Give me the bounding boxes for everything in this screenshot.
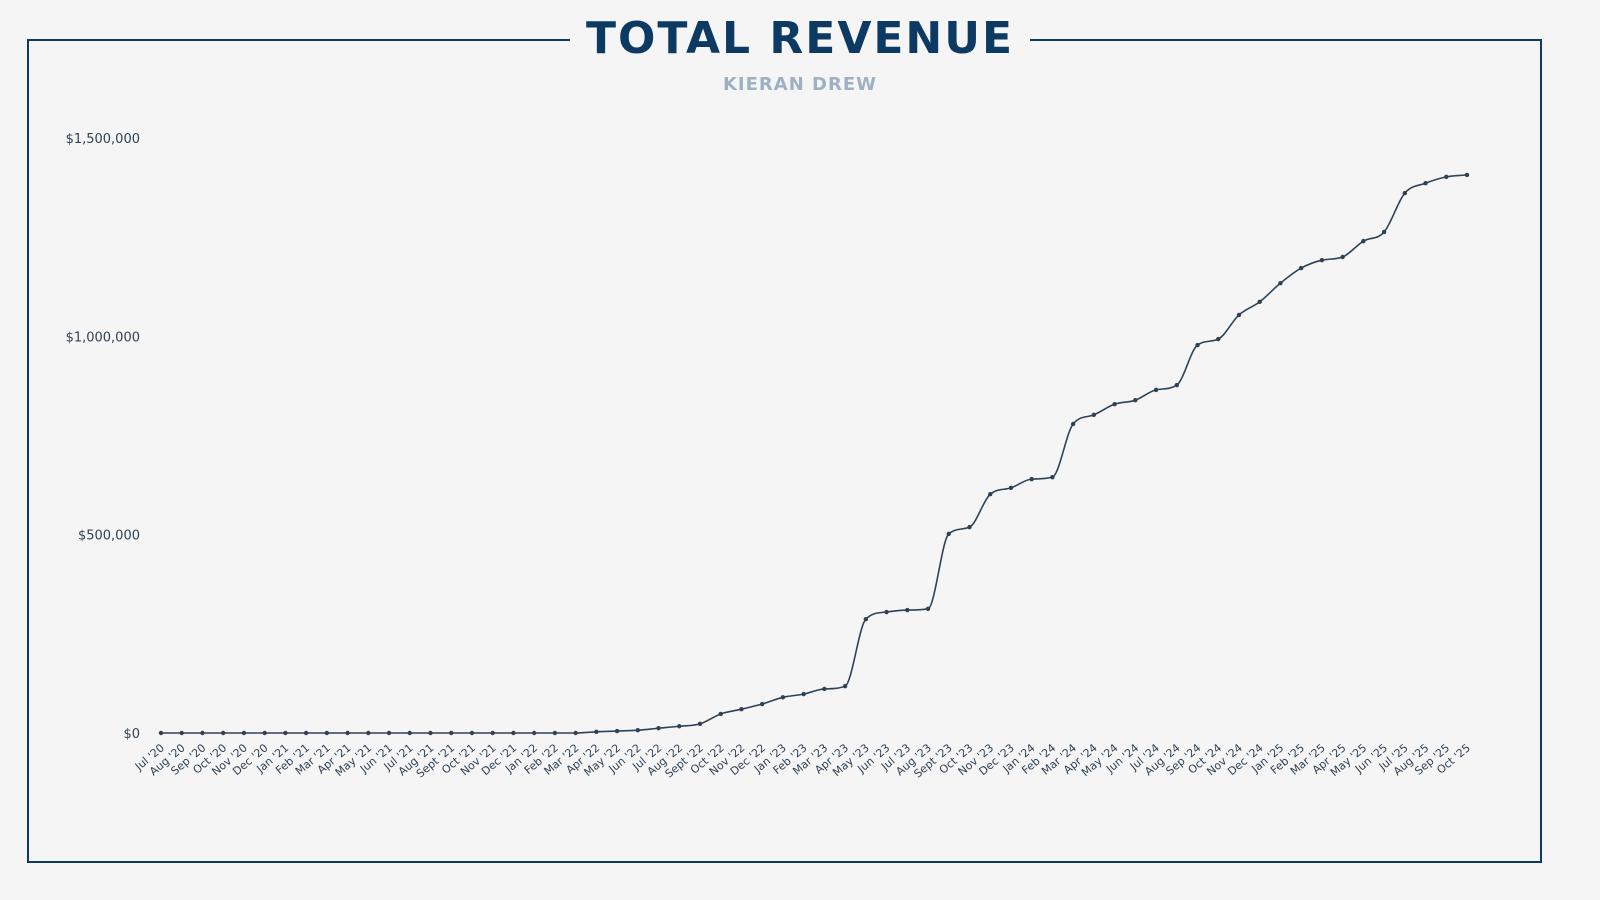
y-tick-label: $1,000,000 <box>66 330 140 345</box>
data-point <box>801 691 806 697</box>
data-point <box>863 616 869 622</box>
data-point <box>614 728 620 734</box>
data-point <box>884 609 889 615</box>
data-point <box>822 686 827 692</box>
data-point <box>1236 312 1242 318</box>
data-point <box>1008 485 1014 491</box>
data-point <box>1381 229 1387 235</box>
data-point <box>469 730 475 736</box>
data-point <box>1050 474 1055 480</box>
data-point <box>1133 397 1138 403</box>
chart-title: TOTAL REVENUE <box>569 10 1031 68</box>
data-point <box>511 730 516 736</box>
data-point <box>718 711 723 717</box>
data-point <box>946 531 951 537</box>
data-point <box>594 729 599 735</box>
data-point <box>635 728 640 733</box>
chart-title-wrap: TOTAL REVENUE <box>0 10 1600 68</box>
data-point <box>531 730 537 736</box>
data-point <box>407 730 412 736</box>
data-point <box>428 730 433 736</box>
data-point <box>1195 342 1200 348</box>
data-point <box>1029 476 1034 482</box>
data-point <box>1444 174 1449 180</box>
data-point <box>324 730 330 736</box>
data-point <box>1361 238 1366 244</box>
data-point <box>1091 412 1097 418</box>
data-point <box>988 492 993 497</box>
data-point <box>366 730 371 736</box>
chart-subtitle: KIERAN DREW <box>722 74 877 95</box>
data-point <box>345 730 350 736</box>
data-point <box>262 730 267 736</box>
data-point <box>739 707 744 712</box>
data-point <box>1402 190 1408 196</box>
data-point <box>158 730 164 736</box>
data-point <box>1257 299 1262 305</box>
y-tick-label: $0 <box>123 727 140 742</box>
data-point <box>677 724 682 729</box>
data-point <box>1298 265 1304 271</box>
data-point <box>967 524 972 530</box>
data-point <box>1153 387 1159 393</box>
data-point <box>1216 336 1221 342</box>
data-point <box>1278 280 1283 286</box>
data-point <box>1112 401 1117 407</box>
data-point <box>303 730 309 736</box>
data-point <box>449 730 454 736</box>
data-point <box>905 607 910 613</box>
data-point <box>220 730 226 736</box>
data-point <box>573 730 578 736</box>
data-point <box>1340 254 1345 260</box>
revenue-line <box>160 174 1468 734</box>
data-point <box>1070 421 1076 427</box>
data-point <box>552 730 558 736</box>
data-point <box>925 606 931 612</box>
data-point <box>842 683 848 689</box>
data-point <box>656 726 661 731</box>
data-point <box>1319 257 1325 263</box>
data-point <box>490 730 495 736</box>
data-point <box>1174 382 1179 388</box>
data-point <box>241 730 247 736</box>
data-point <box>386 730 392 736</box>
data-point <box>283 730 288 736</box>
data-point <box>1464 172 1470 178</box>
data-point <box>697 721 703 727</box>
y-tick-label: $1,500,000 <box>66 132 140 147</box>
y-tick-label: $500,000 <box>78 529 140 544</box>
data-point <box>179 730 184 736</box>
data-point <box>1423 181 1428 186</box>
data-point <box>200 730 205 736</box>
data-point <box>759 701 765 707</box>
data-point <box>780 695 786 700</box>
